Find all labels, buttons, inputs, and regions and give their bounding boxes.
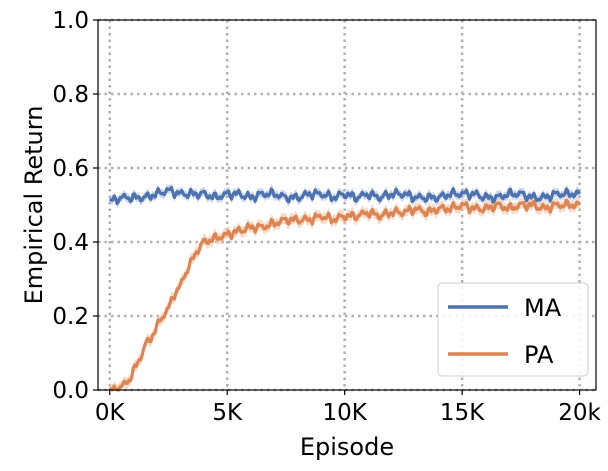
legend: MA PA xyxy=(437,282,589,377)
y-tick-label-1: 0.2 xyxy=(52,304,89,330)
x-axis-ticks: 0K 5K 10K 15K 20k xyxy=(95,390,602,426)
y-axis-ticks: 0.0 0.2 0.4 0.6 0.8 1.0 xyxy=(52,8,98,404)
x-tick-label-1: 5K xyxy=(212,400,243,426)
series-line-PA xyxy=(108,198,581,392)
legend-label-PA: PA xyxy=(524,341,554,369)
y-axis-label: Empirical Return xyxy=(20,106,48,305)
series-line-MA xyxy=(108,185,581,206)
y-tick-label-0: 0.0 xyxy=(52,378,89,404)
y-tick-label-2: 0.4 xyxy=(52,230,89,256)
series-lines xyxy=(108,185,581,392)
plot-frame xyxy=(97,19,597,391)
y-tick-label-4: 0.8 xyxy=(52,82,89,108)
legend-box xyxy=(437,282,589,377)
x-tick-label-2: 10K xyxy=(322,400,367,426)
x-axis-label: Episode xyxy=(300,433,394,461)
y-tick-label-3: 0.6 xyxy=(52,156,89,182)
x-tick-label-3: 15K xyxy=(440,400,485,426)
legend-label-MA: MA xyxy=(524,294,562,322)
x-tick-label-4: 20k xyxy=(558,400,601,426)
x-tick-label-0: 0K xyxy=(95,400,126,426)
y-tick-label-5: 1.0 xyxy=(52,8,89,34)
